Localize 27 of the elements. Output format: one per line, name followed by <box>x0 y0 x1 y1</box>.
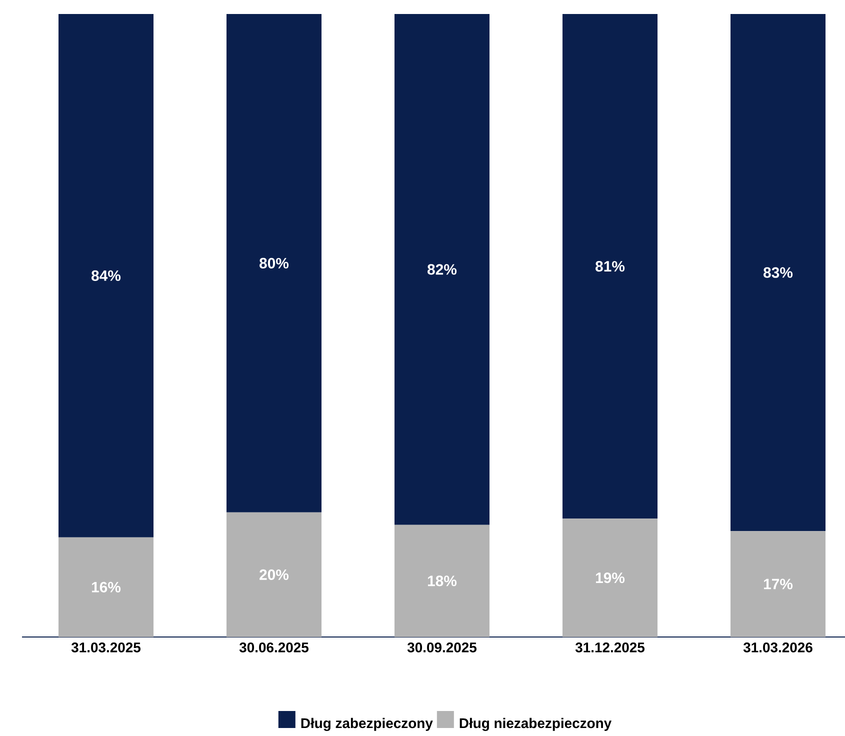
bar <box>730 531 826 637</box>
legend-label: Dług zabezpieczony <box>301 718 433 731</box>
data-label: 16% <box>92 582 121 592</box>
data-label: 18% <box>428 576 457 586</box>
data-label: 19% <box>596 572 625 584</box>
bar <box>394 14 490 525</box>
data-label: 80% <box>260 258 289 268</box>
x-tick-label: 31.03.2026 <box>743 642 812 652</box>
data-label: 84% <box>92 270 121 281</box>
x-tick-label: 30.06.2025 <box>239 642 309 652</box>
data-label: 82% <box>428 264 457 275</box>
x-tick-label: 31.03.2025 <box>71 642 141 652</box>
legend-label: Dług niezabezpieczony <box>460 718 612 731</box>
x-tick-label: 31.12.2025 <box>575 642 645 652</box>
bar <box>562 14 658 519</box>
data-label: 17% <box>764 578 793 590</box>
x-tick-label: 30.09.2025 <box>407 642 477 652</box>
bar <box>58 14 154 538</box>
bar <box>226 512 322 637</box>
bar <box>394 524 490 637</box>
data-label: 20% <box>260 569 289 580</box>
bar <box>226 14 322 512</box>
data-label: 83% <box>764 267 793 278</box>
bar <box>58 537 154 637</box>
bar <box>730 14 826 532</box>
bar <box>562 518 658 637</box>
data-label: 81% <box>596 261 625 272</box>
